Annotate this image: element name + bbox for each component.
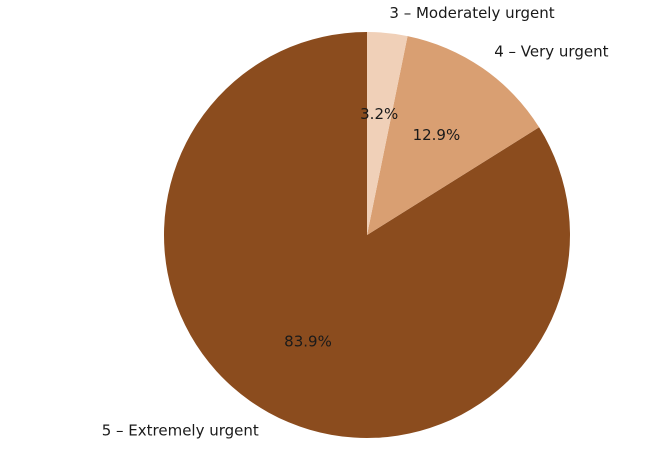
pie-slice-3-percent-label: 3.2% (360, 105, 398, 123)
pie-slice-1 (163, 32, 570, 438)
pie-slice-3-category-label: 3 – Moderately urgent (389, 4, 554, 22)
pie-slices (163, 32, 570, 438)
pie-slice-3 (367, 32, 408, 235)
pie-slice-2-category-label: 4 – Very urgent (494, 43, 608, 61)
pie-slice-2 (367, 36, 540, 236)
pie-slice-2-percent-label: 12.9% (413, 126, 461, 144)
pie-slice-1-category-label: 5 – Extremely urgent (102, 421, 259, 439)
pie-labels: 83.9% 5 – Extremely urgent 12.9% 4 – Very u… (102, 4, 609, 439)
pie-slice-1-percent-label: 83.9% (284, 333, 332, 351)
